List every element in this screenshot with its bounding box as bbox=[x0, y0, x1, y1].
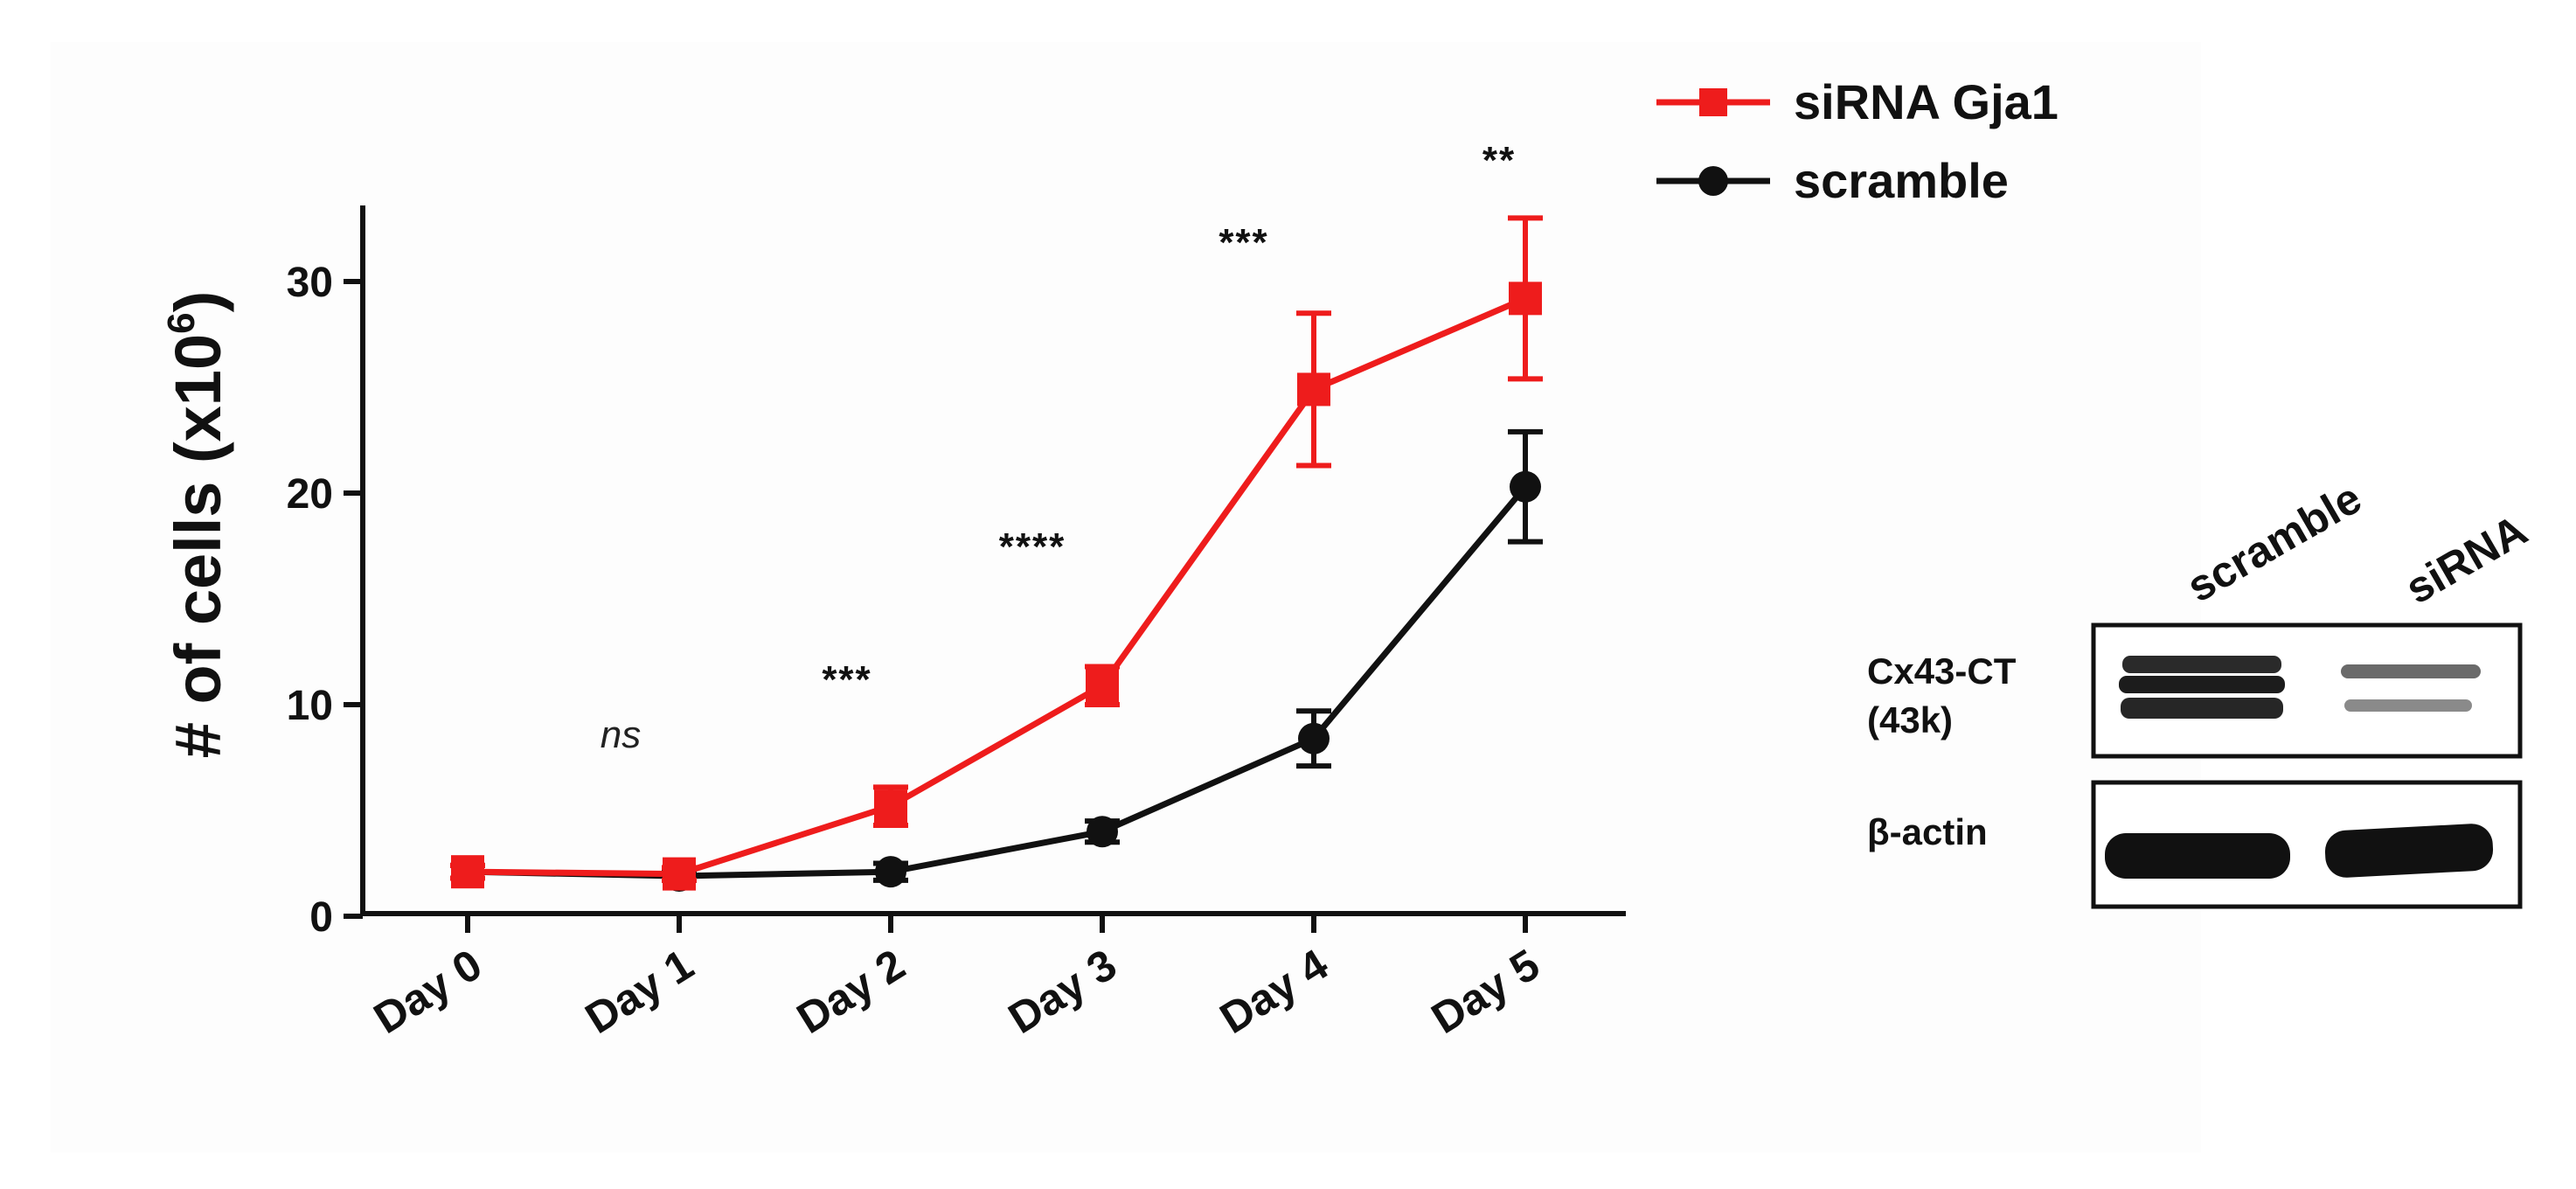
y-tick-label: 10 bbox=[287, 683, 333, 729]
y-axis-label: # of cells (x106) bbox=[160, 291, 234, 759]
y-tick-label: 20 bbox=[287, 471, 333, 518]
significance-label: *** bbox=[822, 658, 871, 701]
legend: siRNA Gja1 scramble bbox=[1656, 74, 2059, 208]
legend-label-scramble: scramble bbox=[1794, 153, 2009, 208]
significance-label: ** bbox=[1482, 139, 1516, 182]
significance-label: **** bbox=[999, 525, 1066, 568]
series-sirna-gja1 bbox=[450, 215, 1543, 891]
band-actin-scramble bbox=[2105, 833, 2290, 879]
significance-label: *** bbox=[1219, 221, 1268, 264]
legend-label-sirna: siRNA Gja1 bbox=[1794, 74, 2059, 129]
significance-label: ns bbox=[601, 713, 641, 756]
blot-bands-cx43 bbox=[2119, 656, 2481, 719]
band-cx43-sirna-top bbox=[2341, 664, 2481, 678]
axes bbox=[360, 205, 1626, 916]
panel-background bbox=[51, 42, 2201, 1152]
blot-label-cx43-size: (43k) bbox=[1867, 699, 1953, 741]
data-point-sirna-gja1 bbox=[1509, 282, 1542, 316]
data-point-scramble bbox=[875, 856, 906, 888]
x-tick-label: Day 2 bbox=[788, 940, 913, 1043]
data-point-scramble bbox=[1298, 722, 1330, 754]
x-tick-label: Day 5 bbox=[1423, 940, 1548, 1043]
y-tick-label: 30 bbox=[287, 260, 333, 306]
series-layer bbox=[450, 215, 1543, 893]
y-axis-label-close: ) bbox=[162, 291, 234, 313]
x-tick-label: Day 1 bbox=[577, 940, 702, 1043]
data-point-scramble bbox=[1510, 470, 1541, 503]
legend-marker-scramble bbox=[1698, 166, 1728, 196]
band-actin-sirna bbox=[2324, 824, 2494, 878]
x-tick-label: Day 3 bbox=[1000, 940, 1125, 1043]
data-point-sirna-gja1 bbox=[663, 857, 696, 891]
data-point-sirna-gja1 bbox=[1297, 372, 1330, 407]
x-tick-label: Day 0 bbox=[365, 940, 490, 1043]
data-point-scramble bbox=[1087, 816, 1118, 848]
series-line-sirna-gja1 bbox=[467, 296, 1527, 878]
significance-layer: ns************ bbox=[601, 139, 1516, 756]
band-cx43-sirna-low bbox=[2344, 699, 2472, 712]
blot-label-actin: β-actin bbox=[1867, 811, 1988, 852]
x-tick-label: Day 4 bbox=[1212, 940, 1337, 1043]
blot-lane-label-scramble: scramble bbox=[2179, 473, 2370, 611]
y-tick-label: 0 bbox=[309, 894, 333, 941]
blot-bands-actin bbox=[2105, 824, 2494, 879]
series-line-scramble bbox=[467, 484, 1528, 880]
series-scramble bbox=[450, 428, 1543, 893]
blot-label-cx43: Cx43-CT bbox=[1867, 650, 2017, 692]
data-point-sirna-gja1 bbox=[451, 855, 484, 889]
data-point-sirna-gja1 bbox=[1086, 669, 1119, 703]
data-point-sirna-gja1 bbox=[874, 789, 907, 824]
blot-lane-label-sirna: siRNA bbox=[2398, 505, 2536, 614]
band-cx43-scramble-top bbox=[2122, 656, 2281, 673]
band-cx43-scramble-low bbox=[2121, 698, 2283, 719]
tick-layer: 0 10 20 30 Day 0 Day 1 Day 2 Day 3 Day 4 Day 5 bbox=[287, 260, 1548, 1043]
y-axis-label-main: # of cells (x10 bbox=[162, 334, 234, 758]
western-blot: scramble siRNA Cx43-CT (43k) β-actin bbox=[1867, 473, 2536, 909]
band-cx43-scramble-mid bbox=[2119, 676, 2285, 693]
y-axis-label-exponent: 6 bbox=[160, 312, 203, 333]
legend-marker-sirna bbox=[1699, 88, 1727, 116]
